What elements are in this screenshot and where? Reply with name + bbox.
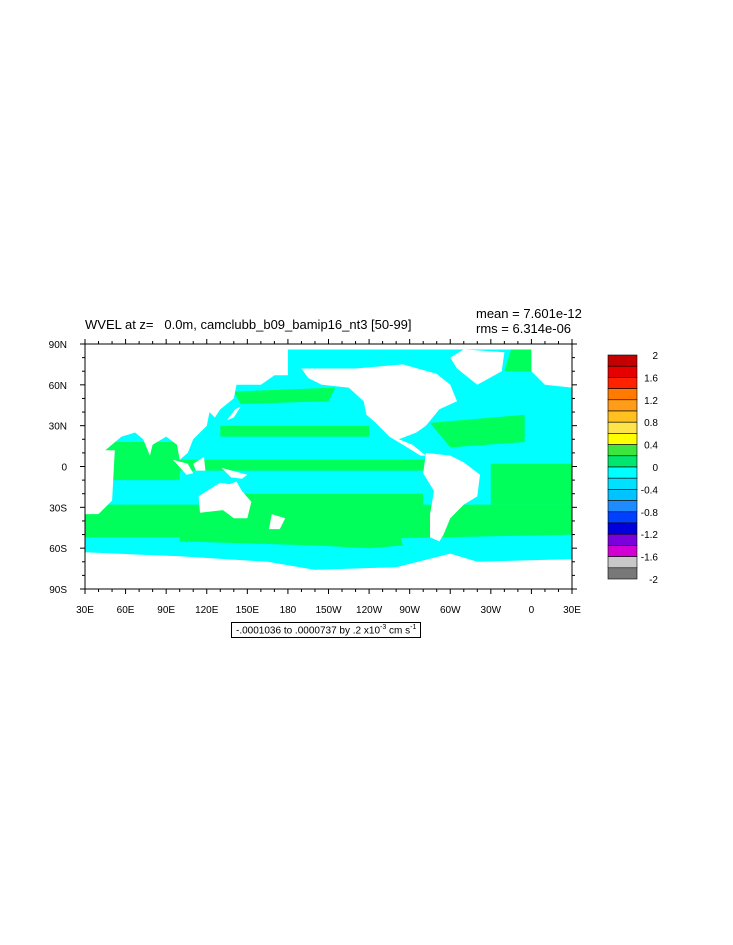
land-mask-10: [220, 406, 241, 423]
x-tick-label: 120E: [195, 605, 219, 616]
colorbar-box: [607, 399, 638, 412]
colorbar-label: -2: [649, 575, 658, 586]
y-tick-label: 60S: [49, 544, 67, 555]
colorbar-box: [607, 388, 638, 401]
y-tick-label: 90N: [49, 340, 67, 351]
axis-ticks: 30E 60E 90E 120E 150E 180 150W 120W 90W 60W 30W 0 30…: [49, 339, 581, 616]
colorbar-box: [607, 556, 638, 569]
land-mask-8: [193, 457, 206, 471]
land-mask-4: [423, 452, 480, 542]
land-mask-9: [221, 467, 248, 479]
colorbar-label: 0: [652, 463, 658, 474]
polar-blank-south: [85, 569, 572, 589]
colorbar-box: [607, 455, 638, 468]
colorbar-label: 1.2: [644, 396, 658, 407]
colorbar-label: 2: [652, 351, 658, 362]
y-tick-label: 30S: [49, 503, 67, 514]
x-tick-label: 30E: [76, 605, 94, 616]
x-tick-label: 60E: [117, 605, 135, 616]
colorbar-box: [607, 466, 638, 479]
contour-info-box: -.0001036 to .0000737 by .2 x10-3 cm s-1: [231, 622, 422, 639]
colorbar-box: [607, 477, 638, 490]
colorbar-box: [607, 377, 638, 389]
colorbar-box: [607, 545, 638, 557]
colorbar-box: [607, 410, 638, 423]
x-tick-label: 180: [280, 605, 297, 616]
x-tick-label: 60W: [440, 605, 461, 616]
colorbar-box: [607, 365, 638, 378]
x-tick-label: 120W: [356, 605, 383, 616]
x-tick-label: 150W: [315, 605, 342, 616]
x-tick-label: 90E: [157, 605, 175, 616]
land-mask-1: [450, 349, 505, 385]
contour-info-text: -.0001036 to .0000737 by .2 x10: [236, 625, 381, 637]
colorbar: 2 1.6 1.2 0.8 0.4 0 -0.4 -0.8 -1.2 -1.6 -2: [607, 351, 659, 586]
colorbar-box: [607, 511, 638, 524]
colorbar-label: 0.8: [644, 418, 658, 429]
x-tick-label: 30W: [481, 605, 502, 616]
x-tick-label: 150E: [236, 605, 260, 616]
y-tick-label: 90S: [49, 585, 67, 596]
y-tick-label: 0: [61, 463, 67, 474]
colorbar-box: [607, 444, 638, 457]
colorbar-label: 1.6: [644, 373, 658, 384]
contour-info-units: cm s: [386, 625, 411, 637]
positive-region-7: [430, 414, 525, 448]
colorbar-box: [607, 567, 638, 580]
land-mask-11: [103, 482, 113, 501]
colorbar-label: 0.4: [644, 441, 658, 452]
plot-title: WVEL at z= 0.0m, camclubb_b09_bamip16_nt…: [85, 317, 412, 332]
positive-region-4: [490, 463, 572, 505]
positive-region-6: [220, 425, 370, 437]
mean-value: mean = 7.601e-12: [476, 306, 582, 321]
colorbar-box: [607, 533, 638, 546]
colorbar-label: -0.8: [641, 508, 659, 519]
map-field: [85, 344, 572, 589]
x-tick-label: 30E: [563, 605, 581, 616]
positive-region-5: [220, 493, 424, 508]
land-mask-3: [301, 364, 457, 456]
colorbar-box: [607, 522, 638, 535]
colorbar-box: [607, 354, 638, 367]
y-tick-label: 60N: [49, 381, 67, 392]
colorbar-box: [607, 500, 638, 513]
positive-region-1: [179, 520, 403, 549]
land-mask-0: [85, 349, 288, 515]
contour-info-units-exponent: -1: [410, 624, 417, 631]
land-mask-5: [198, 481, 252, 519]
rms-value: rms = 6.314e-06: [476, 321, 572, 336]
polar-blank-north: [85, 344, 572, 350]
colorbar-box: [607, 421, 638, 434]
colorbar-label: -1.6: [641, 553, 659, 564]
colorbar-box: [607, 489, 638, 501]
colorbar-label: -1.2: [641, 530, 659, 541]
y-tick-label: 30N: [49, 422, 67, 433]
colorbar-box: [607, 433, 638, 445]
x-tick-label: 90W: [399, 605, 420, 616]
land-mask-2: [531, 349, 572, 388]
x-tick-label: 0: [529, 605, 535, 616]
land-mask-12: [269, 514, 286, 530]
positive-region-9: [233, 387, 336, 404]
positive-region-3: [179, 459, 437, 471]
land-mask-7: [172, 459, 194, 475]
contour-info-exponent: -3: [380, 624, 387, 631]
colorbar-label: -0.4: [641, 485, 659, 496]
